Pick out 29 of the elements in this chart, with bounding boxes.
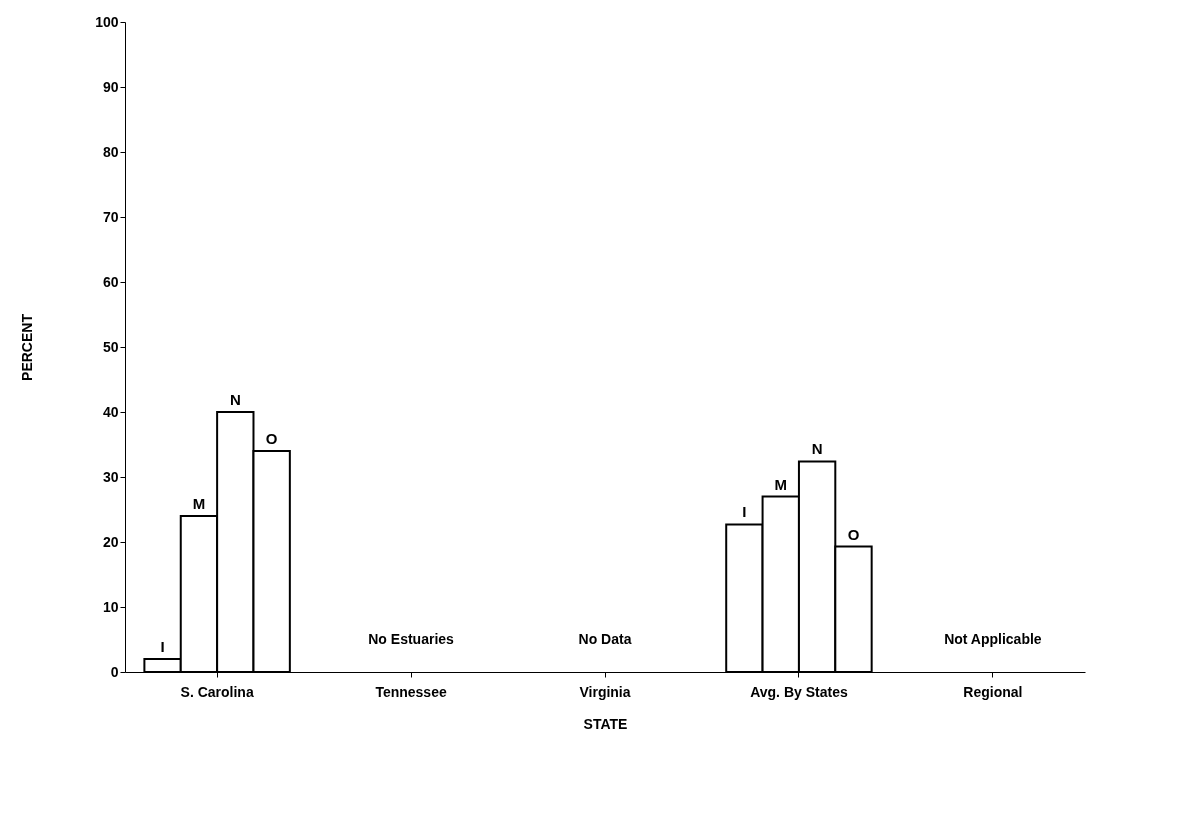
- annotation: No Estuaries: [368, 631, 455, 647]
- y-tick-label: 0: [110, 663, 119, 680]
- y-tick-label: 60: [102, 273, 119, 290]
- series-label: M: [192, 495, 206, 512]
- y-tick-label: 80: [102, 143, 119, 160]
- text: I: [742, 503, 747, 521]
- y-axis-title: PERCENT: [19, 313, 36, 381]
- annotation: Not Applicable: [944, 631, 1042, 647]
- x-tick-label: Virginia: [579, 683, 631, 700]
- series-label: I: [160, 638, 165, 655]
- series-label: N: [229, 391, 241, 408]
- y-tick-label: 70: [102, 208, 119, 225]
- y-tick-label: 20: [102, 533, 119, 550]
- y-tick-label: 10: [102, 598, 119, 615]
- x-tick-label: Tennessee: [375, 683, 447, 700]
- x-tick-label: S. Carolina: [180, 683, 254, 700]
- text: N: [811, 440, 823, 458]
- series-label: O: [265, 430, 278, 447]
- x-axis-title: STATE: [583, 715, 628, 732]
- y-tick-label: 50: [102, 338, 119, 355]
- text: O: [847, 525, 860, 543]
- y-tick-label: 90: [102, 78, 119, 95]
- annotation: No Data: [578, 631, 632, 647]
- y-tick-label: 100: [95, 13, 119, 30]
- text: M: [774, 475, 788, 493]
- y-tick-label: 40: [102, 403, 119, 420]
- y-tick-label: 30: [102, 468, 119, 485]
- x-tick-label: Regional: [963, 683, 1023, 700]
- x-tick-label: Avg. By States: [750, 683, 848, 700]
